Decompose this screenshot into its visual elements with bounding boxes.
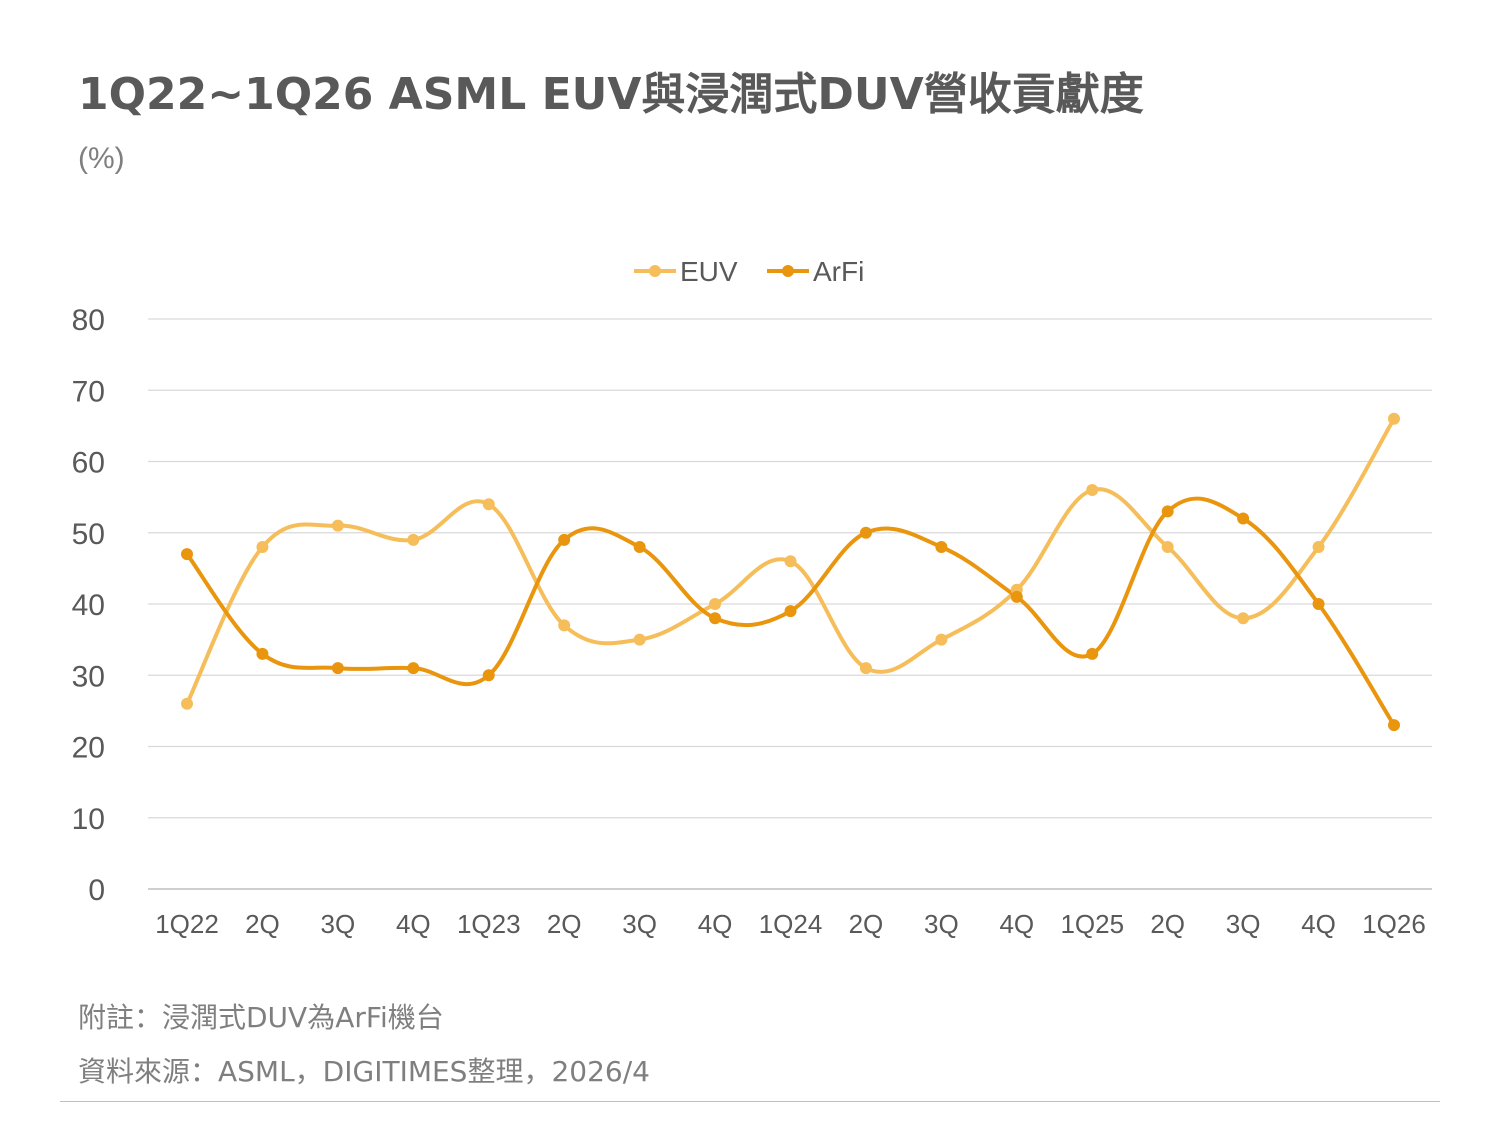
x-tick-label: 4Q <box>698 909 733 939</box>
y-tick-label: 20 <box>72 732 105 765</box>
x-tick-label: 1Q26 <box>1362 909 1426 939</box>
data-point-euv <box>935 633 948 646</box>
series-points <box>181 412 1400 732</box>
data-point-arfi <box>407 662 420 675</box>
y-tick-label: 0 <box>88 874 105 907</box>
data-point-arfi <box>558 533 571 546</box>
y-tick-label: 80 <box>72 304 105 337</box>
data-point-euv <box>1388 412 1400 425</box>
y-tick-label: 10 <box>72 803 105 836</box>
x-tick-label: 4Q <box>396 909 431 939</box>
y-tick-label: 30 <box>72 660 105 693</box>
legend-swatch-marker <box>782 265 794 277</box>
x-tick-label: 2Q <box>1150 909 1185 939</box>
gridlines <box>148 318 1432 890</box>
data-point-euv <box>1161 541 1174 553</box>
y-tick-label: 40 <box>72 589 105 622</box>
bottom-divider <box>60 1101 1440 1102</box>
x-tick-label: 3Q <box>321 909 356 939</box>
x-tick-label: 1Q23 <box>457 909 521 939</box>
y-axis-unit: (%) <box>78 142 125 175</box>
data-point-arfi <box>181 548 193 561</box>
data-point-arfi <box>1237 512 1250 525</box>
data-point-arfi <box>1312 598 1325 610</box>
x-tick-label: 2Q <box>849 909 884 939</box>
data-point-euv <box>331 519 344 532</box>
data-point-euv <box>1237 612 1250 625</box>
y-tick-label: 70 <box>72 375 105 408</box>
data-point-euv <box>709 598 722 610</box>
x-tick-label: 2Q <box>547 909 582 939</box>
data-point-euv <box>1312 541 1325 553</box>
data-point-arfi <box>1010 590 1023 603</box>
data-point-euv <box>784 555 797 568</box>
data-point-euv <box>558 619 571 632</box>
x-tick-label: 4Q <box>1301 909 1336 939</box>
data-point-arfi <box>482 669 495 682</box>
x-tick-label: 3Q <box>622 909 657 939</box>
source-note: 資料來源：ASML，DIGITIMES整理，2026/4 <box>78 1055 650 1088</box>
legend: EUV ArFi <box>634 256 864 287</box>
footnote: 附註：浸潤式DUV為ArFi機台 <box>78 1001 444 1034</box>
data-point-arfi <box>709 612 722 625</box>
series-lines <box>185 416 1396 728</box>
data-point-euv <box>633 633 646 646</box>
series-line-arfi <box>185 496 1396 728</box>
data-point-arfi <box>331 662 344 675</box>
data-point-euv <box>482 498 495 511</box>
data-point-euv <box>407 533 420 546</box>
x-tick-label: 3Q <box>924 909 959 939</box>
x-tick-label: 1Q25 <box>1060 909 1124 939</box>
data-point-euv <box>181 697 193 710</box>
x-tick-label: 1Q22 <box>155 909 219 939</box>
x-tick-label: 4Q <box>999 909 1034 939</box>
legend-label: ArFi <box>813 256 864 287</box>
y-axis-ticks: 0 10 20 30 40 50 60 70 80 <box>72 304 105 907</box>
x-tick-label: 3Q <box>1226 909 1261 939</box>
data-point-euv <box>256 541 269 553</box>
data-point-arfi <box>1388 719 1400 732</box>
data-point-arfi <box>859 526 872 539</box>
data-point-arfi <box>256 647 269 660</box>
legend-swatch-marker <box>649 265 661 277</box>
x-axis-ticks: 1Q22 2Q 3Q 4Q 1Q23 2Q 3Q 4Q 1Q24 2Q 3Q 4Q 1Q25 2Q 3Q 4Q… <box>155 909 1426 939</box>
data-point-arfi <box>633 541 646 553</box>
chart-title: 1Q22~1Q26 ASML EUV與浸潤式DUV營收貢獻度 <box>78 69 1144 120</box>
data-point-arfi <box>1161 505 1174 518</box>
data-point-arfi <box>784 605 797 618</box>
x-tick-label: 2Q <box>245 909 280 939</box>
data-point-arfi <box>935 541 948 553</box>
y-tick-label: 60 <box>72 447 105 480</box>
legend-item-arfi: ArFi <box>767 256 864 287</box>
x-tick-label: 1Q24 <box>759 909 823 939</box>
legend-item-euv: EUV <box>634 256 738 287</box>
legend-label: EUV <box>680 256 738 287</box>
data-point-euv <box>859 662 872 675</box>
y-tick-label: 50 <box>72 518 105 551</box>
data-point-euv <box>1086 484 1099 496</box>
data-point-arfi <box>1086 647 1099 660</box>
